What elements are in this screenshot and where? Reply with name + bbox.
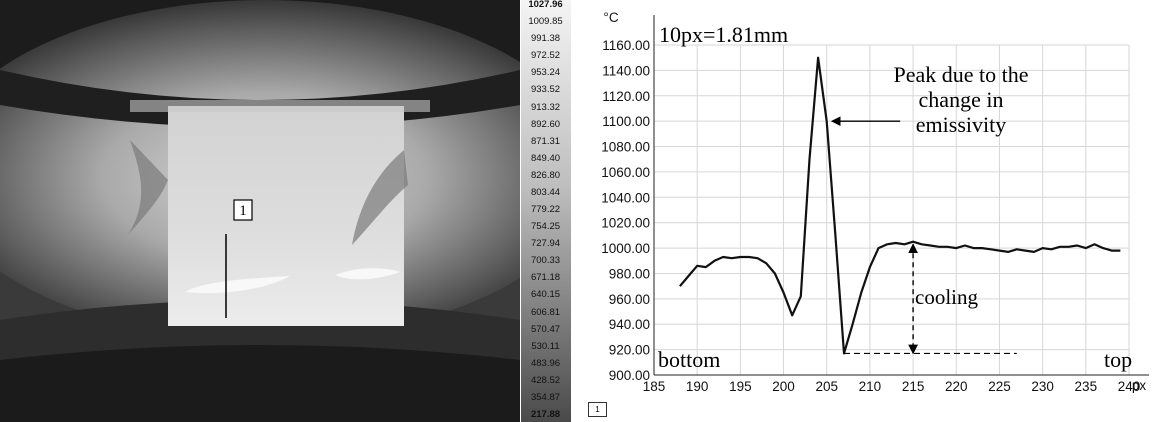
x-tick-label: 210 (859, 379, 882, 394)
tick-labels: 900.00 920.00 940.00 960.00 980.00 1000.00 102… (601, 38, 1140, 394)
x-tick-label: 215 (902, 379, 925, 394)
bottom-annotation: bottom (658, 347, 720, 372)
marker-box (233, 199, 253, 221)
scale-label: 1027.96 (528, 0, 563, 10)
x-tick-label: 240 (1118, 379, 1141, 394)
top-annotation: top (1104, 347, 1132, 372)
peak-annotation-line3: emissivity (916, 112, 1006, 137)
scale-annotation: 10px=1.81mm (659, 22, 788, 47)
y-tick-label: 920.00 (609, 343, 650, 358)
y-tick-label: 1040.00 (601, 190, 650, 205)
scale-label: 671.18 (530, 272, 561, 284)
y-tick-label: 1160.00 (602, 38, 650, 53)
x-tick-label: 200 (772, 379, 795, 394)
y-tick-label: 1060.00 (601, 165, 650, 180)
x-tick-label: 220 (945, 379, 968, 394)
y-tick-label: 980.00 (609, 266, 650, 281)
scale-label: 700.33 (530, 255, 561, 267)
x-tick-label: 185 (643, 379, 666, 394)
legend-chip: 1 (588, 402, 607, 417)
y-tick-label: 940.00 (609, 317, 650, 332)
scale-label: 933.52 (530, 84, 561, 96)
legend-chip-label: 1 (595, 405, 600, 414)
scale-label: 953.24 (530, 67, 561, 79)
scale-label: 483.96 (530, 357, 561, 369)
scale-label: 640.15 (530, 289, 561, 301)
scale-label: 217.88 (530, 409, 561, 420)
thermal-image: 1 (0, 0, 520, 422)
scale-label: 972.52 (530, 50, 561, 62)
x-tick-label: 235 (1075, 379, 1098, 394)
y-unit-label: °C (603, 10, 618, 25)
data-line (679, 56, 1121, 355)
y-tick-label: 1080.00 (601, 140, 650, 155)
cooling-annotation: cooling (915, 285, 978, 309)
scale-label: 913.32 (530, 101, 561, 113)
y-tick-label: 960.00 (609, 292, 650, 307)
y-tick-label: 900.00 (609, 368, 650, 383)
scale-label: 727.94 (530, 238, 561, 250)
grid (653, 15, 1149, 376)
scale-label: 428.52 (530, 374, 561, 386)
scale-label: 1009.85 (528, 16, 563, 28)
scale-label: 849.40 (530, 152, 561, 164)
scale-label: 530.11 (531, 340, 560, 352)
y-tick-label: 1120.00 (602, 89, 650, 104)
temperature-scale: 1027.96 1009.85 991.38 972.52 953.24 933.52 91… (521, 0, 571, 422)
x-tick-label: 190 (686, 379, 709, 394)
scale-label: 826.80 (530, 169, 561, 181)
marker-label: 1 (239, 203, 247, 219)
series-line (679, 56, 1121, 355)
x-tick-label: 205 (815, 379, 838, 394)
scale-label: 606.81 (530, 306, 561, 318)
scale-label: 754.25 (530, 221, 561, 233)
y-tick-label: 1100.00 (602, 114, 650, 129)
x-unit-label: px (1132, 378, 1147, 393)
temperature-profile-chart: 900.00 920.00 940.00 960.00 980.00 1000.00 102… (601, 10, 1149, 394)
x-tick-label: 230 (1031, 379, 1054, 394)
scale-label: 991.38 (530, 33, 561, 45)
scale-label: 803.44 (530, 186, 561, 198)
peak-annotation-line1: Peak due to the (893, 62, 1028, 87)
y-tick-label: 1000.00 (601, 241, 650, 256)
scale-label: 570.47 (530, 323, 561, 335)
annotation-arrows (830, 116, 1017, 355)
scale-label: 871.31 (530, 135, 561, 147)
scale-label: 354.87 (530, 391, 561, 403)
y-tick-label: 1020.00 (601, 216, 650, 231)
peak-annotation-line2: change in (919, 87, 1004, 112)
scale-label: 892.60 (530, 118, 561, 130)
y-tick-label: 1140.00 (602, 63, 650, 78)
x-tick-label: 195 (729, 379, 752, 394)
x-tick-label: 225 (988, 379, 1011, 394)
scale-label: 779.22 (530, 204, 561, 215)
